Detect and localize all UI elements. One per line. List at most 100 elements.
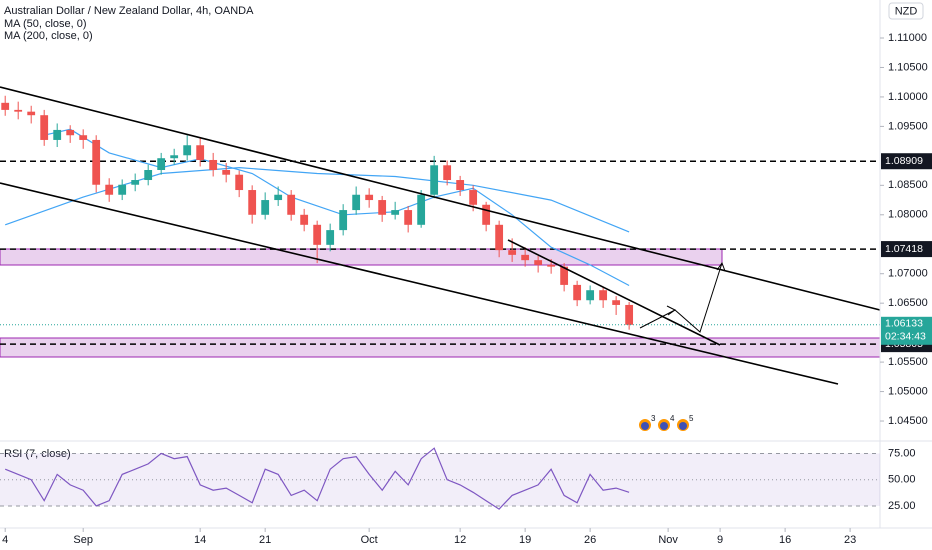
x-tick-label: 19 [519,534,531,546]
candle-body [495,224,504,251]
event-flag [641,422,649,430]
candle-body [118,184,127,195]
trend-line [507,239,721,346]
event-label: 5 [689,414,694,423]
x-tick-label: 12 [454,534,466,546]
candle-body [1,102,10,110]
rsi-tick-label: 75.00 [888,447,916,459]
x-tick-label: 21 [259,534,271,546]
currency-button[interactable] [888,2,924,20]
supply-zone [0,248,723,266]
drawings [0,86,881,385]
candle-body [586,290,595,301]
candle-body [521,254,530,261]
x-tick-label: 14 [194,534,206,546]
candle-body [144,170,153,181]
candle-body [339,210,348,231]
candle-body [300,214,309,225]
y-tick-label: 1.08500 [888,179,928,191]
x-tick-label: 16 [779,534,791,546]
demand-zone [0,337,881,358]
candle-body [456,180,465,191]
chart-title: Australian Dollar / New Zealand Dollar, … [4,5,254,17]
candle-body [196,145,205,160]
y-tick-label: 1.05500 [888,356,928,368]
candle-body [313,224,322,245]
candle-body [547,264,556,267]
candle-body [183,145,192,156]
plot [0,95,880,345]
trend-line [0,86,881,311]
candle-body [326,230,335,245]
event-label: 3 [651,414,656,423]
x-tick-label: Oct [361,534,378,546]
y-tick-label: 1.08000 [888,209,928,221]
y-tick-label: 1.09500 [888,120,928,132]
y-tick-label: 1.06500 [888,297,928,309]
y-tick-label: 1.11000 [888,32,927,44]
candle-body [404,210,413,225]
candle-body [105,184,114,195]
level-label: 1.08909 [885,155,923,167]
candle-body [430,165,439,195]
rsi-title: RSI (7, close) [4,448,71,460]
y-tick-label: 1.04500 [888,415,928,427]
candle-body [131,180,140,185]
y-tick-label: 1.10500 [888,61,928,73]
candle-body [534,260,543,265]
candle-body [53,129,62,140]
candle-body [66,129,75,136]
x-tick-label: Nov [658,534,678,546]
candle-body [352,194,361,211]
rsi-line [4,447,630,510]
countdown: 02:34:43 [885,331,926,343]
candle-body [560,266,569,285]
candle-body [599,290,608,301]
candle-body [612,300,621,305]
y-tick-label: 1.07000 [888,268,928,280]
candle-body [469,190,478,205]
rsi-tick-label: 50.00 [888,474,916,486]
level-tag [881,241,932,258]
candle-body [209,159,218,171]
x-tick-label: Sep [73,534,93,546]
x-tick-label: 26 [584,534,596,546]
candle-body [157,158,166,171]
currency-label[interactable]: NZD [895,5,918,17]
trend-line [0,182,839,385]
legend-entry: MA (200, close, 0) [4,30,93,42]
candle-body [287,194,296,215]
candle-body [222,170,231,175]
legend-entry: MA (50, close, 0) [4,18,87,30]
price-label: 1.06133 [885,318,923,330]
projection-arrow [639,262,723,333]
candle-body [274,194,283,201]
y-tick-label: 1.10000 [888,91,928,103]
candle-body [625,304,634,325]
candle-body [417,194,426,225]
price-tag [881,316,932,345]
candle-body [443,165,452,181]
candle-body [40,115,49,140]
y-tick-label: 1.05000 [888,385,928,397]
candle-body [391,210,400,215]
level-tag [881,153,932,170]
candle-body [508,250,517,255]
level-label: 1.07418 [885,243,923,255]
x-tick-label: 9 [717,534,723,546]
candle-body [573,284,582,301]
candle-body [14,109,23,112]
rsi-tick-label: 25.00 [888,500,916,512]
event-flag [679,422,687,430]
candle-body [79,135,88,140]
candle-body [248,190,257,215]
event-flag [660,422,668,430]
arrow-head [716,261,726,272]
x-tick-label: 4 [2,534,8,546]
candle-body [235,174,244,191]
candle-body [170,155,179,159]
candle-body [482,204,491,225]
event-label: 4 [670,414,675,423]
arrow-head [666,305,676,316]
